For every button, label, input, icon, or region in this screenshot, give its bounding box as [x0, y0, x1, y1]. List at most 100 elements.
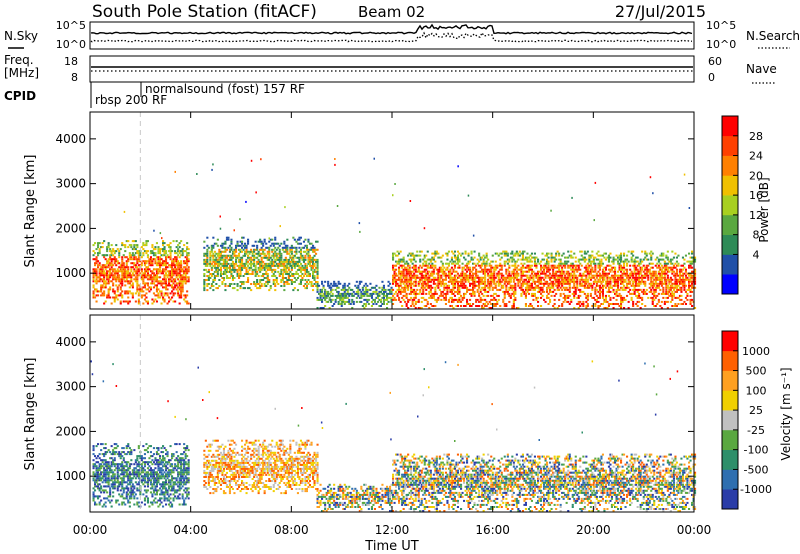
power-echo-cell — [482, 262, 485, 265]
power-echo-cell — [669, 278, 672, 281]
power-echo-cell — [245, 252, 248, 255]
power-echo-cell — [601, 294, 604, 297]
power-echo-cell — [487, 274, 490, 277]
power-echo-cell — [514, 254, 517, 257]
power-echo-cell — [408, 278, 411, 281]
power-echo-cell — [162, 244, 165, 247]
power-echo-cell — [473, 278, 476, 281]
power-echo-cell — [396, 284, 399, 287]
power-echo-cell — [653, 298, 656, 301]
power-echo-cell — [515, 274, 518, 277]
power-echo-cell — [586, 262, 589, 265]
power-echo-cell — [398, 288, 401, 291]
power-echo-cell — [600, 290, 603, 293]
power-echo-cell — [107, 262, 110, 265]
power-echo-cell — [250, 264, 253, 267]
power-echo-cell — [227, 236, 230, 239]
power-echo-cell — [659, 288, 662, 291]
power-echo-cell — [505, 276, 508, 279]
power-echo-cell — [650, 274, 653, 277]
power-echo-cell — [160, 264, 163, 267]
power-echo-cell — [647, 270, 650, 273]
power-echo-cell — [549, 300, 552, 303]
power-echo-cell — [672, 292, 675, 295]
power-echo-cell — [250, 289, 253, 292]
power-echo-cell — [461, 298, 464, 301]
power-echo-cell — [402, 286, 405, 289]
power-echo-cell — [130, 268, 133, 271]
power-echo-cell — [550, 256, 553, 259]
power-echo-cell — [160, 258, 163, 261]
power-echo-cell — [479, 282, 482, 285]
power-echo-cell — [512, 300, 515, 303]
power-echo-cell — [131, 266, 134, 269]
power-echo-cell — [511, 270, 514, 273]
power-echo-cell — [556, 278, 559, 281]
power-echo-cell — [408, 284, 411, 287]
power-echo-cell — [312, 289, 315, 292]
power-echo-cell — [458, 258, 461, 261]
power-echo-cell — [224, 283, 227, 285]
power-echo-cell — [450, 250, 453, 253]
power-echo-cell — [160, 284, 163, 287]
power-echo-cell — [151, 280, 154, 283]
power-echo-cell — [623, 298, 626, 301]
power-echo-cell — [175, 272, 178, 275]
power-echo-cell — [203, 275, 206, 277]
power-echo-cell — [463, 282, 466, 285]
power-echo-cell — [675, 280, 678, 283]
power-echo-cell — [491, 278, 494, 281]
power-echo-cell — [366, 300, 369, 303]
power-echo-cell — [592, 280, 595, 283]
power-echo-cell — [339, 298, 342, 301]
power-echo-cell — [407, 262, 410, 265]
power-echo-cell — [212, 256, 215, 259]
power-echo-cell — [160, 270, 163, 273]
power-echo-cell — [627, 274, 630, 277]
power-echo-cell — [155, 284, 158, 287]
power-echo-cell — [207, 277, 210, 279]
power-echo-cell — [390, 300, 393, 303]
power-echo-cell — [651, 276, 654, 279]
power-echo-cell — [555, 270, 558, 273]
power-echo-cell — [212, 258, 215, 261]
power-echo-cell — [339, 294, 342, 297]
power-echo-cell — [171, 290, 174, 293]
power-echo-cell — [530, 284, 533, 287]
power-echo-cell — [395, 284, 398, 287]
power-echo-cell — [178, 250, 181, 253]
power-echo-cell — [481, 286, 484, 289]
power-echo-cell — [422, 288, 425, 291]
power-echo-cell — [203, 262, 206, 265]
power-echo-cell — [671, 298, 674, 301]
power-echo-cell — [651, 298, 654, 301]
power-echo-cell — [372, 303, 375, 305]
power-echo-cell — [253, 264, 256, 267]
power-echo-cell — [431, 264, 434, 267]
power-echo-cell — [582, 256, 585, 259]
power-echo-cell — [681, 284, 684, 287]
power-echo-cell — [230, 248, 233, 251]
power-echo-cell — [555, 254, 558, 257]
power-echo-cell — [505, 270, 508, 273]
power-echo-cell — [425, 262, 428, 265]
power-echo-cell — [342, 288, 345, 291]
power-echo-cell — [401, 258, 404, 261]
power-echo-cell — [543, 258, 546, 261]
power-echo-cell — [171, 264, 174, 267]
power-echo-cell — [218, 254, 221, 257]
power-echo-cell — [215, 258, 218, 261]
power-echo-cell — [287, 252, 290, 255]
power-echo-cell — [420, 307, 423, 309]
power-echo-cell — [564, 256, 567, 259]
power-echo-cell — [221, 256, 224, 259]
power-echo-cell — [558, 305, 561, 307]
power-echo-cell — [627, 282, 630, 285]
power-echo-cell — [654, 270, 657, 273]
power-echo-cell — [466, 290, 469, 293]
power-echo-cell — [106, 254, 109, 257]
power-echo-cell — [508, 272, 511, 275]
power-echo-cell — [312, 258, 315, 261]
power-echo-cell — [121, 256, 124, 259]
power-echo-cell — [594, 303, 597, 305]
